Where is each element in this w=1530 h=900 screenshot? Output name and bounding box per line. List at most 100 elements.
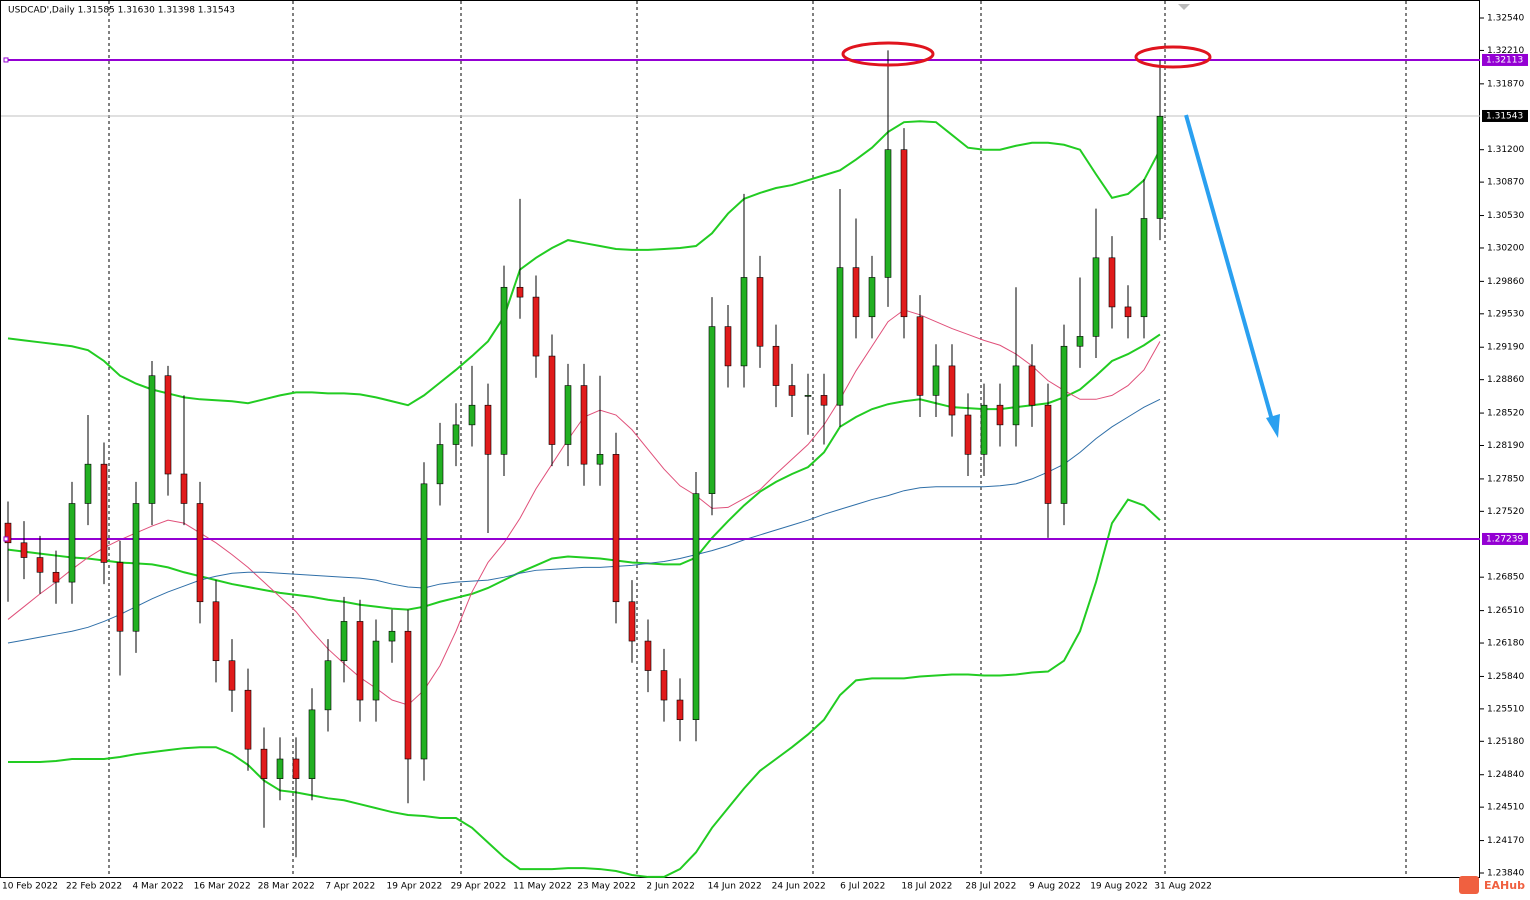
candle-body — [580, 385, 588, 465]
candle-body — [196, 503, 204, 603]
x-tick-label: 11 May 2022 — [513, 882, 572, 892]
candle-body — [404, 630, 412, 760]
candle-body — [1092, 257, 1100, 337]
y-tick-label: 1.31870 — [1487, 79, 1524, 89]
candle-body — [628, 601, 636, 642]
x-tick-label: 7 Apr 2022 — [325, 882, 375, 892]
watermark: EAHub — [1484, 879, 1525, 892]
x-tick-label: 29 Apr 2022 — [451, 882, 507, 892]
level-label: 1.32113 — [1486, 55, 1523, 65]
forecast-arrow — [1184, 114, 1274, 421]
candle-body — [100, 463, 108, 563]
candle-body — [276, 758, 284, 779]
candle-body — [612, 454, 620, 603]
y-tick-label: 1.26510 — [1487, 606, 1524, 616]
candle-body — [20, 542, 28, 558]
level-label-box — [1482, 532, 1528, 545]
candle-body — [1076, 336, 1084, 347]
candle-body — [324, 660, 332, 711]
y-tick-label: 1.28190 — [1487, 441, 1524, 451]
y-tick-label: 1.27850 — [1487, 474, 1524, 484]
candle-body — [1060, 345, 1068, 504]
level-handle — [3, 536, 9, 542]
highlight-ellipse — [1134, 45, 1212, 69]
level-handle — [3, 57, 9, 63]
x-tick-label: 28 Jul 2022 — [965, 882, 1016, 892]
y-tick-label: 1.27520 — [1487, 507, 1524, 517]
candle-body — [948, 365, 956, 416]
plot-frame — [0, 0, 1480, 878]
x-tick-label: 23 May 2022 — [577, 882, 636, 892]
chart-title: USDCAD',Daily 1.31585 1.31630 1.31398 1.… — [8, 6, 235, 16]
candle-body — [900, 149, 908, 318]
candle-body — [756, 277, 764, 347]
candle-body — [852, 267, 860, 318]
candle-body — [52, 571, 60, 583]
candle-body — [260, 748, 268, 779]
candle-body — [772, 345, 780, 386]
candle-body — [532, 296, 540, 357]
candle-body — [724, 326, 732, 367]
x-tick-label: 9 Aug 2022 — [1029, 882, 1081, 892]
candle-body — [676, 699, 684, 720]
y-tick-label: 1.30530 — [1487, 211, 1524, 221]
y-tick-label: 1.28860 — [1487, 375, 1524, 385]
x-tick-label: 14 Jun 2022 — [708, 882, 762, 892]
y-tick-label: 1.26850 — [1487, 573, 1524, 583]
candle-body — [356, 621, 364, 701]
y-tick-label: 1.32210 — [1487, 46, 1524, 56]
x-tick-label: 31 Aug 2022 — [1154, 882, 1212, 892]
candle-body — [436, 444, 444, 485]
y-tick-label: 1.29530 — [1487, 309, 1524, 319]
y-tick-label: 1.23840 — [1487, 869, 1524, 879]
y-tick-label: 1.25510 — [1487, 704, 1524, 714]
y-tick-label: 1.25840 — [1487, 672, 1524, 682]
x-tick-label: 4 Mar 2022 — [132, 882, 183, 892]
candle-body — [788, 385, 796, 396]
candle-body — [804, 395, 812, 397]
candle-body — [596, 454, 604, 465]
logo-icon — [1459, 876, 1479, 894]
candle-body — [372, 640, 380, 701]
candle-body — [84, 463, 92, 504]
candle-body — [1156, 115, 1164, 219]
candle-body — [916, 316, 924, 396]
candle-body — [388, 630, 396, 642]
candle-body — [1140, 218, 1148, 318]
level-label: 1.27239 — [1486, 534, 1523, 544]
scroll-marker — [1178, 4, 1190, 10]
candle-body — [292, 758, 300, 779]
candle-body — [500, 286, 508, 455]
candle-body — [452, 424, 460, 445]
y-tick-label: 1.26180 — [1487, 639, 1524, 649]
y-tick-label: 1.24840 — [1487, 770, 1524, 780]
candle-body — [564, 385, 572, 445]
candle-body — [4, 522, 12, 544]
candle-body — [148, 375, 156, 504]
candle-body — [420, 483, 428, 760]
candle-body — [1044, 404, 1052, 504]
candle-body — [116, 562, 124, 632]
candle-body — [1108, 257, 1116, 308]
plot-layer — [1, 50, 1480, 878]
candle-body — [740, 277, 748, 367]
candle-body — [340, 621, 348, 662]
x-tick-label: 18 Jul 2022 — [901, 882, 952, 892]
candle-body — [836, 267, 844, 406]
candle-body — [548, 355, 556, 445]
candle-body — [708, 326, 716, 494]
candle-body — [692, 493, 700, 720]
candle-body — [164, 375, 172, 475]
y-tick-label: 1.29860 — [1487, 277, 1524, 287]
highlight-ellipse — [841, 41, 935, 67]
y-tick-label: 1.24170 — [1487, 836, 1524, 846]
level-label-box — [1482, 53, 1528, 66]
y-tick-label: 1.30870 — [1487, 178, 1524, 188]
y-tick-label: 1.24510 — [1487, 803, 1524, 813]
candle-body — [1012, 365, 1020, 426]
y-tick-label: 1.32540 — [1487, 14, 1524, 24]
y-tick-label: 1.28520 — [1487, 409, 1524, 419]
x-tick-label: 19 Aug 2022 — [1090, 882, 1148, 892]
